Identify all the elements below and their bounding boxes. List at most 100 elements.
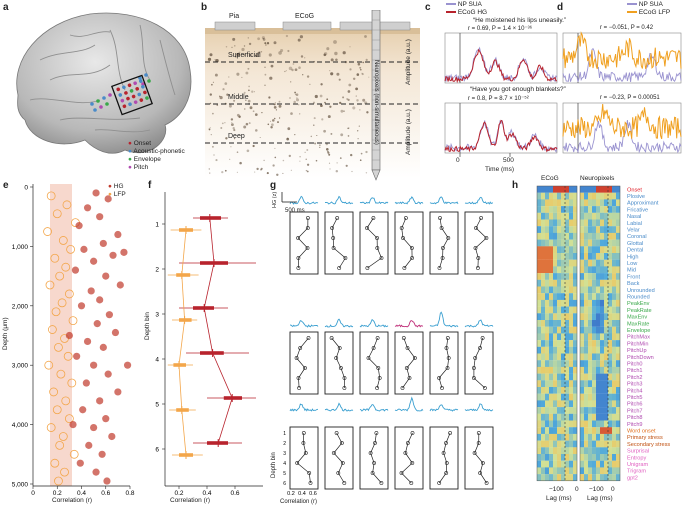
h-cell bbox=[584, 393, 589, 401]
h-xtick-2: −100 bbox=[589, 486, 604, 493]
legend-item-onset: ● Onset bbox=[128, 140, 152, 147]
e-point-hg bbox=[90, 361, 98, 369]
neuron-dot bbox=[342, 51, 346, 55]
panel-label-h: h bbox=[512, 180, 519, 191]
h-cell bbox=[608, 400, 613, 408]
neuron-dot bbox=[316, 134, 318, 137]
g-trace bbox=[429, 404, 459, 412]
h-feature-label: Front bbox=[627, 274, 641, 280]
h-cell bbox=[561, 467, 566, 475]
h-cell bbox=[573, 293, 578, 300]
neuron-dot bbox=[291, 68, 294, 72]
neuron-dot bbox=[230, 123, 234, 127]
e-point-lfp bbox=[62, 200, 72, 210]
h-cell bbox=[604, 413, 609, 421]
h-cell bbox=[600, 253, 605, 260]
e-point-hg bbox=[92, 189, 100, 197]
neuron-dot bbox=[260, 51, 263, 53]
h-cell bbox=[592, 259, 597, 267]
h-cell bbox=[604, 340, 609, 347]
g-depth-box bbox=[289, 426, 319, 490]
g-ytick-label: 5 bbox=[283, 471, 286, 477]
neuron-dot bbox=[274, 147, 276, 149]
h-cell bbox=[545, 232, 550, 240]
h-cell bbox=[545, 366, 550, 374]
neuron-dot bbox=[312, 101, 316, 104]
neuron-dot bbox=[338, 78, 341, 81]
neuron-dot bbox=[269, 120, 272, 122]
h-cell bbox=[565, 407, 570, 414]
f-box bbox=[200, 216, 221, 220]
h-cell bbox=[592, 306, 597, 314]
h-cell bbox=[573, 212, 578, 220]
h-cell bbox=[580, 186, 585, 193]
h-cell bbox=[616, 447, 621, 455]
h-cell bbox=[565, 467, 570, 475]
xlabel-e: Correlation (r) bbox=[52, 497, 93, 504]
h-cell bbox=[537, 440, 542, 448]
h-cell bbox=[592, 279, 597, 287]
h-cell bbox=[545, 246, 550, 254]
h-cell bbox=[588, 346, 593, 354]
neuron-dot bbox=[241, 76, 243, 78]
h-cell bbox=[557, 333, 562, 341]
h-cell bbox=[549, 353, 554, 361]
neuron-dot bbox=[357, 138, 359, 140]
neuron-dot bbox=[273, 41, 277, 45]
neuron-dot bbox=[364, 35, 367, 38]
neuron-dot bbox=[270, 126, 273, 129]
h-cell bbox=[553, 360, 558, 367]
h-cell bbox=[604, 186, 609, 193]
h-cell bbox=[541, 413, 546, 421]
h-cell bbox=[553, 219, 558, 227]
neuron-dot bbox=[248, 53, 252, 57]
h-cell bbox=[557, 454, 562, 461]
neuron-dot bbox=[266, 42, 270, 45]
neuron-dot bbox=[236, 171, 238, 173]
h-cell bbox=[584, 366, 589, 374]
h-cell bbox=[569, 353, 574, 361]
h-feature-label: Word onset bbox=[627, 429, 656, 435]
neuron-dot bbox=[329, 69, 331, 72]
h-cell bbox=[565, 413, 570, 421]
h-cell bbox=[596, 373, 601, 381]
h-cell bbox=[565, 393, 570, 401]
neuron-dot bbox=[261, 36, 265, 40]
h-cell bbox=[545, 440, 550, 448]
h-cell bbox=[584, 333, 589, 341]
h-cell bbox=[596, 467, 601, 475]
h-cell bbox=[557, 206, 562, 213]
h-cell bbox=[553, 246, 558, 254]
h-cell bbox=[537, 433, 542, 441]
h-feature-label: PitchMin bbox=[627, 341, 648, 347]
g-depth-box bbox=[394, 331, 424, 395]
neuron-dot bbox=[358, 125, 360, 127]
e-point-hg bbox=[96, 213, 104, 221]
h-cell bbox=[557, 340, 562, 347]
e-point-hg bbox=[77, 302, 86, 310]
panel-b-cortex bbox=[205, 10, 420, 181]
h-cell bbox=[545, 346, 550, 354]
h-cell bbox=[584, 306, 589, 314]
h-cell bbox=[545, 393, 550, 401]
e-point-lfp bbox=[54, 476, 63, 486]
g-depth-point bbox=[335, 216, 340, 220]
neuron-dot bbox=[263, 159, 265, 162]
e-point-hg bbox=[79, 406, 87, 414]
h-cell bbox=[612, 299, 617, 307]
h-cell bbox=[612, 306, 617, 314]
h-cell bbox=[584, 340, 589, 347]
h-cell bbox=[545, 326, 550, 334]
h-cell bbox=[537, 326, 542, 334]
h-cell bbox=[612, 239, 617, 247]
h-cell bbox=[596, 293, 601, 300]
h-cell bbox=[588, 380, 593, 388]
g-depth-box bbox=[394, 426, 424, 490]
neuron-dot bbox=[360, 152, 363, 155]
neuron-dot bbox=[239, 161, 242, 165]
h-cell bbox=[561, 186, 566, 193]
neuron-dot bbox=[275, 109, 278, 111]
h-cell bbox=[541, 340, 546, 347]
h-cell bbox=[584, 266, 589, 274]
h-cell bbox=[541, 206, 546, 213]
